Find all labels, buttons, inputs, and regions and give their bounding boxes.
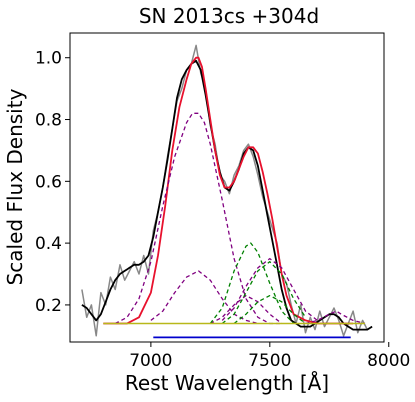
y-tick-label: 0.4 <box>35 234 62 254</box>
x-axis-label: Rest Wavelength [Å] <box>125 371 329 395</box>
series-component-purple-7 <box>305 310 366 325</box>
series-component-purple-6 <box>209 294 283 325</box>
series-smoothed-1 <box>81 59 373 331</box>
plot-lines <box>81 44 373 339</box>
series-component-purple-5 <box>221 257 318 321</box>
x-tick-label: 7000 <box>129 351 172 371</box>
y-axis-ticks: 0.2 0.4 0.6 0.8 1.0 <box>35 49 70 316</box>
series-component-green-10 <box>233 294 306 325</box>
series-component-purple-3 <box>114 112 282 325</box>
x-axis-ticks: 7000 7500 8000 <box>129 342 410 371</box>
series-component-purple-4 <box>150 270 259 325</box>
plot-area <box>69 32 385 343</box>
series-component-green-9 <box>221 261 307 325</box>
series-component-green-8 <box>209 242 295 324</box>
x-tick-label: 8000 <box>367 351 410 371</box>
series-fit-2 <box>103 56 354 325</box>
y-tick-label: 0.2 <box>35 296 62 316</box>
y-tick-label: 1.0 <box>35 49 62 69</box>
y-tick-label: 0.6 <box>35 172 62 192</box>
x-tick-label: 7500 <box>248 351 291 371</box>
y-tick-label: 0.8 <box>35 111 62 131</box>
y-axis-label: Scaled Flux Density <box>3 88 27 285</box>
chart-title: SN 2013cs +304d <box>139 4 319 28</box>
